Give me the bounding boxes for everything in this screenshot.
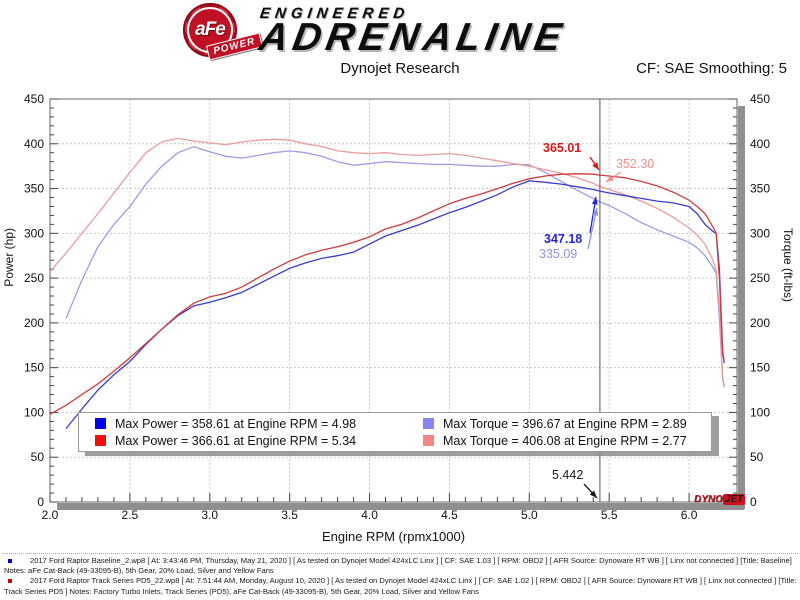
- svg-text:150: 150: [750, 361, 770, 375]
- svg-text:250: 250: [750, 271, 770, 285]
- run-note-line: 2017 Ford Raptor Track Series PD5_22.wp8…: [30, 576, 797, 586]
- svg-text:100: 100: [24, 405, 44, 419]
- svg-text:100: 100: [750, 405, 770, 419]
- svg-text:350: 350: [24, 182, 44, 196]
- afe-logo-circle-icon: aFe: [183, 3, 237, 57]
- legend-box: Max Power = 358.61 at Engine RPM = 4.98 …: [78, 412, 712, 452]
- legend-swatch-periwinkle: [423, 418, 434, 429]
- svg-text:50: 50: [31, 450, 45, 464]
- legend-swatch-pink: [423, 435, 434, 446]
- svg-text:400: 400: [24, 137, 44, 151]
- dynojet-logo: DYNO JET: [694, 494, 746, 505]
- svg-text:50: 50: [750, 450, 764, 464]
- footer-divider: [2, 553, 798, 554]
- legend-item-track-torque: Max Torque = 406.08 at Engine RPM = 2.77: [423, 434, 711, 448]
- chart-title: Dynojet Research: [340, 60, 460, 77]
- svg-text:4.5: 4.5: [441, 508, 458, 522]
- dynojet-logo-dyno: DYNO: [694, 494, 723, 505]
- svg-text:5.5: 5.5: [601, 508, 618, 522]
- footer-notes: 2017 Ford Raptor Baseline_2.wp8 [ At: 3:…: [4, 556, 798, 597]
- run-note-baseline: 2017 Ford Raptor Baseline_2.wp8 [ At: 3:…: [4, 556, 798, 576]
- track-series-bullet-icon: [8, 579, 12, 584]
- afe-power-logo: aFe POWER: [183, 3, 263, 61]
- svg-text:4.0: 4.0: [361, 508, 378, 522]
- svg-text:6.0: 6.0: [681, 508, 698, 522]
- svg-text:3.5: 3.5: [281, 508, 298, 522]
- legend-item-baseline-power: Max Power = 358.61 at Engine RPM = 4.98: [95, 417, 423, 431]
- legend-swatch-blue: [95, 418, 106, 429]
- afe-logo-text: aFe: [195, 19, 226, 40]
- legend-label: Max Power = 366.61 at Engine RPM = 5.34: [115, 433, 357, 448]
- annotation-baseline-torque-at-cursor: 335.09: [539, 247, 578, 261]
- right-axis-title: Torque (ft-lbs): [781, 228, 795, 303]
- svg-text:300: 300: [750, 226, 770, 240]
- dyno-chart-plot: 2.0 2.5 3.0 3.5 4.0 4.5 5.0 5.5 6.0 0 0 50 50 100 100 1…: [24, 92, 770, 522]
- legend-swatch-red: [95, 435, 106, 446]
- svg-text:2.5: 2.5: [122, 508, 139, 522]
- legend-label: Max Torque = 406.08 at Engine RPM = 2.77: [443, 433, 687, 448]
- dynojet-logo-jet: JET: [722, 494, 746, 505]
- smoothing-label: CF: SAE Smoothing: 5: [636, 60, 787, 77]
- x-axis-title: Engine RPM (rpmx1000): [321, 529, 466, 544]
- run-note-line: Notes: aFe Cat-Back (49-33095-B), 5th Ge…: [4, 566, 274, 576]
- annotation-track-torque-at-cursor: 352.30: [616, 157, 655, 171]
- annotation-baseline-power-at-cursor: 347.18: [544, 232, 583, 246]
- annotation-cursor-rpm: 5.442: [552, 468, 584, 482]
- legend-item-track-power: Max Power = 366.61 at Engine RPM = 5.34: [95, 434, 423, 448]
- run-note-line: Track Series PD5 ] Notes: Factory Turbo …: [4, 586, 479, 596]
- annotation-track-power-at-cursor: 365.01: [543, 141, 582, 155]
- legend-label: Max Power = 358.61 at Engine RPM = 4.98: [115, 416, 357, 431]
- legend-label: Max Torque = 396.67 at Engine RPM = 2.89: [443, 416, 687, 431]
- baseline-bullet-icon: [8, 559, 12, 563]
- svg-text:300: 300: [24, 226, 44, 240]
- afe-logo-inner: aFe: [187, 7, 233, 53]
- svg-text:3.0: 3.0: [201, 508, 218, 522]
- legend-item-baseline-torque: Max Torque = 396.67 at Engine RPM = 2.89: [423, 417, 711, 431]
- svg-text:450: 450: [24, 92, 44, 106]
- svg-text:250: 250: [24, 271, 44, 285]
- run-note-line: 2017 Ford Raptor Baseline_2.wp8 [ At: 3:…: [30, 556, 792, 565]
- svg-text:0: 0: [37, 495, 44, 509]
- svg-text:200: 200: [24, 316, 44, 330]
- svg-text:0: 0: [750, 495, 757, 509]
- run-note-track-series: 2017 Ford Raptor Track Series PD5_22.wp8…: [4, 576, 798, 596]
- svg-text:450: 450: [750, 92, 770, 106]
- svg-text:150: 150: [24, 361, 44, 375]
- left-axis-title: Power (hp): [2, 228, 16, 287]
- svg-text:400: 400: [750, 137, 770, 151]
- svg-text:5.0: 5.0: [521, 508, 538, 522]
- svg-text:350: 350: [750, 182, 770, 196]
- svg-text:2.0: 2.0: [42, 508, 59, 522]
- svg-text:200: 200: [750, 316, 770, 330]
